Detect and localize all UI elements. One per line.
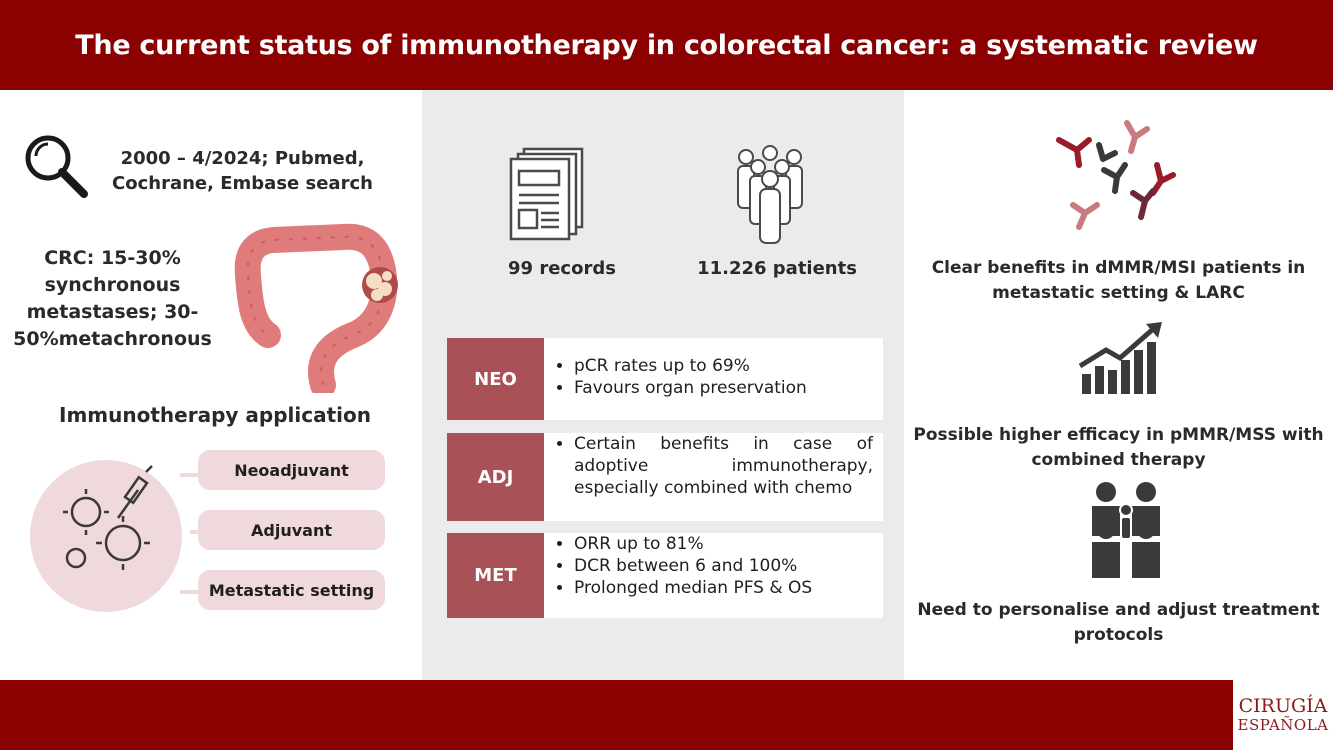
personalise-text: Need to personalise and adjust treatment…: [917, 600, 1320, 645]
antibodies-icon: [1056, 120, 1176, 230]
efficacy-text: Possible higher efficacy in pMMR/MSS wit…: [913, 425, 1324, 470]
list-item: DCR between 6 and 100%: [574, 555, 871, 577]
immunotherapy-application-title: Immunotherapy application: [59, 403, 371, 427]
application-metastatic: Metastatic setting: [198, 570, 385, 610]
search-icon: [25, 135, 88, 198]
tag-neo: NEO: [447, 338, 544, 420]
logo-line-1: CIRUGÍA: [1238, 695, 1328, 717]
list-item: pCR rates up to 69%: [574, 355, 871, 377]
tag-adj: ADJ: [447, 433, 544, 521]
list-item: Favours organ preservation: [574, 377, 871, 399]
row-adj: ADJ Certain benefits in case of adoptive…: [447, 433, 883, 521]
application-adjuvant: Adjuvant: [198, 510, 385, 550]
list-item: ORR up to 81%: [574, 533, 871, 555]
crc-metastases-text: CRC: 15-30% synchronous metastases; 30-5…: [13, 247, 212, 350]
documents-icon: [509, 147, 584, 241]
benefits-text: Clear benefits in dMMR/MSI patients in m…: [931, 258, 1306, 303]
application-neoadjuvant: Neoadjuvant: [198, 450, 385, 490]
list-item: Certain benefits in case of adoptive imm…: [574, 433, 873, 499]
left-panel: 2000 – 4/2024; Pubmed, Cochrane, Embase …: [0, 90, 422, 680]
family-group-icon: [1092, 482, 1160, 578]
growth-chart-icon: [1078, 322, 1162, 394]
connector-line: [190, 530, 205, 534]
header-banner: The current status of immunotherapy in c…: [0, 0, 1333, 90]
colon-icon: [234, 223, 398, 393]
records-count: 99 records: [508, 258, 616, 279]
page-title: The current status of immunotherapy in c…: [75, 29, 1258, 61]
virus-syringe-icon: [30, 460, 182, 612]
patients-count: 11.226 patients: [697, 258, 857, 279]
people-crowd-icon: [737, 145, 803, 244]
connector-line: [180, 473, 205, 477]
row-neo: NEO pCR rates up to 69% Favours organ pr…: [447, 338, 883, 420]
logo-line-2: ESPAÑOLA: [1237, 716, 1329, 734]
footer-banner: [0, 680, 1333, 750]
journal-logo: CIRUGÍA ESPAÑOLA: [1233, 680, 1333, 750]
right-panel: Clear benefits in dMMR/MSI patients in m…: [904, 90, 1333, 680]
tag-met: MET: [447, 533, 544, 618]
list-item: Prolonged median PFS & OS: [574, 577, 871, 599]
search-description: 2000 – 4/2024; Pubmed, Cochrane, Embase …: [112, 148, 373, 194]
row-met: MET ORR up to 81% DCR between 6 and 100%…: [447, 533, 883, 618]
connector-line: [180, 590, 205, 594]
middle-panel: 99 records 11.226 patients NEO pCR rates…: [422, 90, 904, 680]
